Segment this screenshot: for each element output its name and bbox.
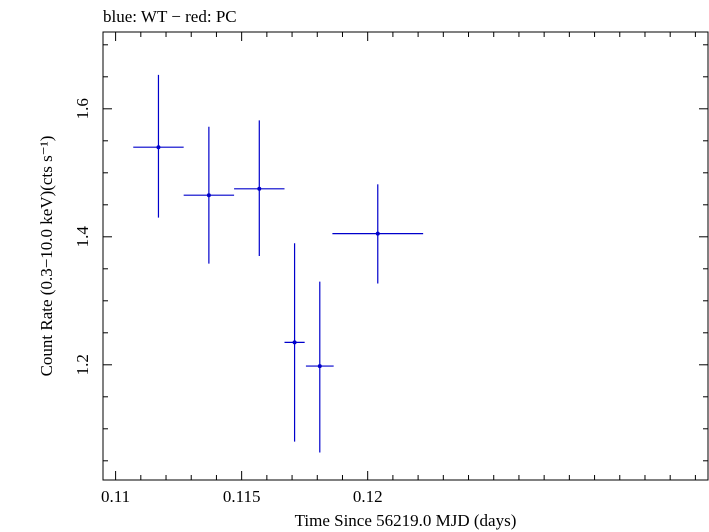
plot-frame [102,31,709,481]
axis-ticks [103,32,708,480]
chart-title: blue: WT − red: PC [103,7,237,26]
data-point [206,193,211,198]
data-point [317,364,322,369]
y-tick-label: 1.2 [73,354,92,375]
data-point [375,231,380,236]
x-tick-label: 0.12 [353,487,383,506]
x-axis-label: Time Since 56219.0 MJD (days) [295,511,517,530]
data-point [292,340,297,345]
data-points [133,74,424,453]
y-tick-label: 1.4 [73,226,92,248]
data-point [257,186,262,191]
tick-labels: 0.11 0.115 0.12 1.2 1.4 1.6 [73,98,383,506]
y-axis-label: Count Rate (0.3−10.0 keV)(cts s⁻¹) [37,136,56,377]
data-point [156,145,161,150]
x-tick-label: 0.11 [101,487,130,506]
x-tick-label: 0.115 [223,487,261,506]
y-tick-label: 1.6 [73,98,92,119]
